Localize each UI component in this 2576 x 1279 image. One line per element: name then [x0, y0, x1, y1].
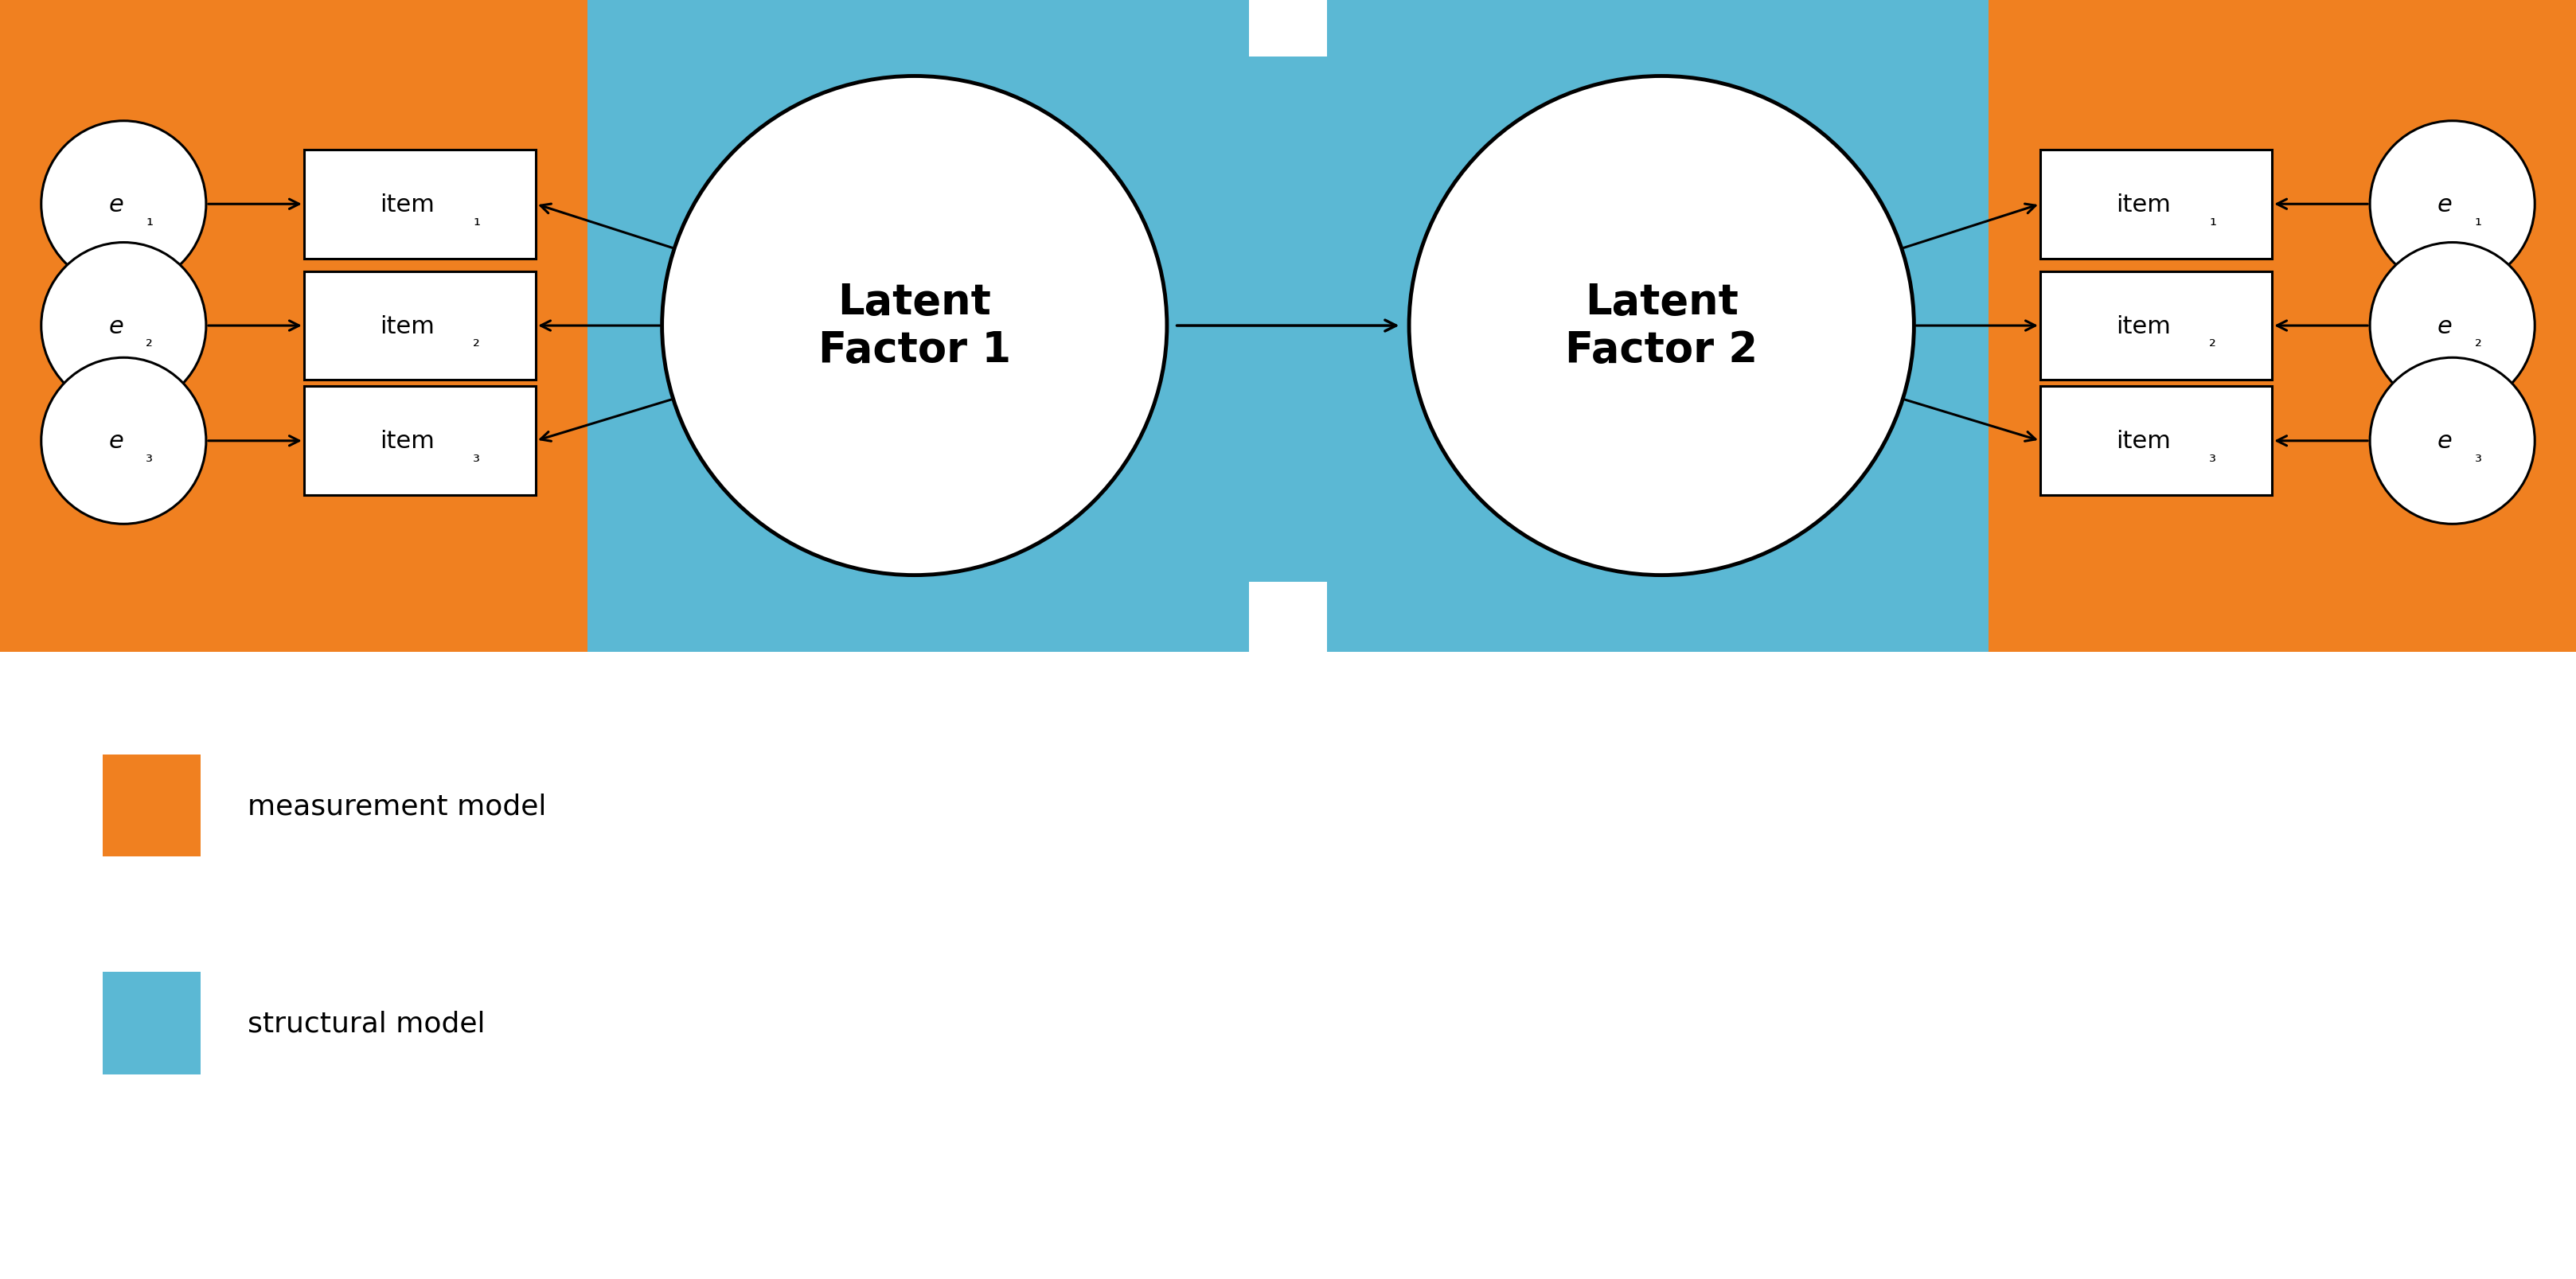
Text: ₂: ₂ [2476, 334, 2481, 349]
Bar [304, 272, 536, 381]
Bar [2040, 151, 2272, 258]
Text: ₃: ₃ [474, 449, 479, 464]
Ellipse shape [41, 243, 206, 409]
Ellipse shape [41, 122, 206, 288]
Text: e: e [2437, 193, 2452, 216]
Text: e: e [2437, 430, 2452, 453]
Text: e: e [108, 315, 124, 338]
Ellipse shape [662, 77, 1167, 576]
Text: Latent
Factor 2: Latent Factor 2 [1566, 281, 1757, 371]
Text: item: item [379, 193, 435, 216]
Text: ₂: ₂ [474, 334, 479, 349]
Ellipse shape [2370, 358, 2535, 524]
Text: ₂: ₂ [147, 334, 152, 349]
Text: ₃: ₃ [2210, 449, 2215, 464]
Bar [103, 755, 201, 857]
Ellipse shape [41, 358, 206, 524]
Ellipse shape [2370, 243, 2535, 409]
Text: ₃: ₃ [2476, 449, 2481, 464]
Bar [2040, 272, 2272, 381]
Bar [103, 972, 201, 1074]
Bar [304, 386, 536, 495]
Ellipse shape [1409, 77, 1914, 576]
Bar [304, 151, 536, 258]
Text: item: item [2115, 315, 2172, 338]
Text: ₁: ₁ [2476, 212, 2481, 228]
Text: item: item [2115, 193, 2172, 216]
Bar [1249, 582, 1327, 652]
Text: ₁: ₁ [147, 212, 152, 228]
Text: ₂: ₂ [2210, 334, 2215, 349]
Ellipse shape [2370, 122, 2535, 288]
Text: item: item [2115, 430, 2172, 453]
Bar [587, 0, 1989, 652]
Bar [1249, 0, 1327, 58]
Text: ₃: ₃ [147, 449, 152, 464]
Text: item: item [379, 430, 435, 453]
Text: Latent
Factor 1: Latent Factor 1 [819, 281, 1010, 371]
Bar [2040, 386, 2272, 495]
Text: e: e [108, 430, 124, 453]
Text: e: e [108, 193, 124, 216]
Text: ₁: ₁ [474, 212, 479, 228]
Text: measurement model: measurement model [247, 792, 546, 820]
Text: e: e [2437, 315, 2452, 338]
Text: structural model: structural model [247, 1009, 484, 1037]
Bar [0, 0, 2576, 652]
Text: item: item [379, 315, 435, 338]
Text: ₁: ₁ [2210, 212, 2215, 228]
